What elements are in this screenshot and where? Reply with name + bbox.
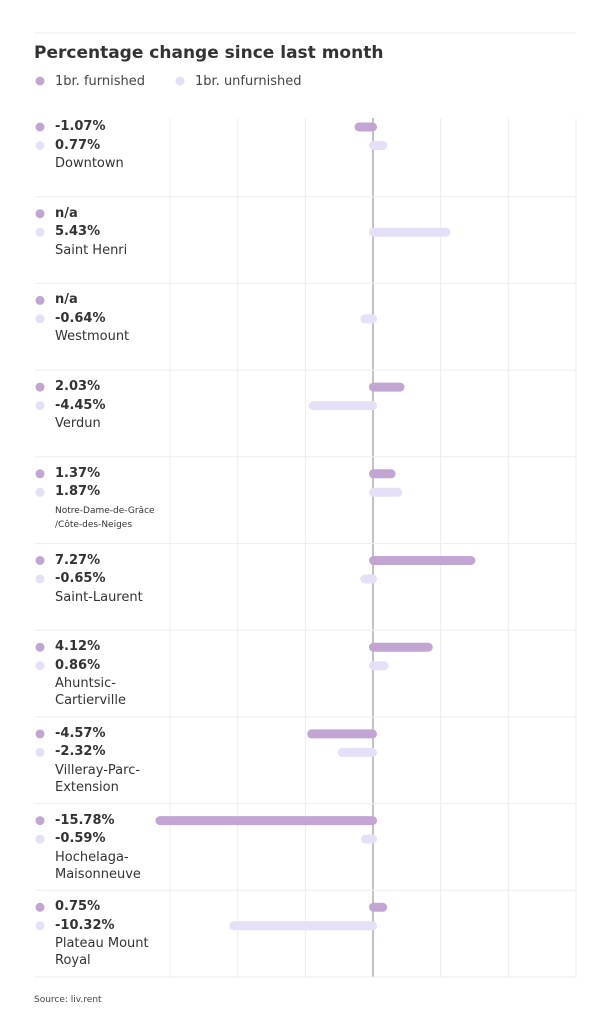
bar <box>369 487 403 497</box>
value-label: -4.45% <box>55 397 106 413</box>
bar <box>361 834 377 844</box>
category-label: Downtown <box>55 156 124 171</box>
bar <box>155 816 377 826</box>
value-label: -4.57% <box>55 725 106 741</box>
bar <box>369 469 396 479</box>
row-marker <box>35 642 45 652</box>
row-marker <box>35 816 45 826</box>
row-marker <box>35 921 45 931</box>
row-marker <box>35 729 45 739</box>
category-label: Westmount <box>55 329 130 345</box>
row-marker <box>35 314 45 324</box>
bar <box>360 574 377 584</box>
value-label: 1.37% <box>55 465 101 481</box>
row-marker <box>35 469 45 479</box>
bar <box>369 661 389 671</box>
row-marker <box>35 747 45 757</box>
row-marker <box>35 556 45 565</box>
bar <box>369 642 433 652</box>
value-label: -15.78% <box>55 812 115 828</box>
row-marker <box>35 834 45 844</box>
legend-label: 1br. unfurnished <box>195 74 302 89</box>
legend-marker <box>35 76 45 86</box>
category-label: Saint Henri <box>55 242 128 258</box>
bar <box>308 401 377 411</box>
row-marker <box>35 382 45 392</box>
category-label: Notre-Dame-de-Grâce /Côte-des-Neiges <box>55 505 155 530</box>
legend-label: 1br. furnished <box>55 74 145 89</box>
category-label: Ahuntsic-Cartierville <box>55 676 126 709</box>
category-label: Saint-Laurent <box>55 589 143 605</box>
value-label: 0.86% <box>55 657 101 673</box>
category-label: Verdun <box>55 416 101 432</box>
value-label: -10.32% <box>55 917 115 933</box>
value-label: 2.03% <box>55 379 101 395</box>
legend-marker <box>175 76 185 86</box>
row-marker <box>35 295 45 305</box>
bar <box>369 556 476 565</box>
value-label: -1.07% <box>55 119 106 134</box>
row-marker <box>35 902 45 912</box>
bar <box>369 902 388 912</box>
bar <box>337 747 377 757</box>
row-marker <box>35 209 45 219</box>
value-label: n/a <box>55 292 78 308</box>
value-label: -0.64% <box>55 310 106 326</box>
bar <box>369 382 405 392</box>
category-label: Plateau Mount Royal <box>55 936 149 969</box>
value-label: 0.75% <box>55 899 101 915</box>
bar <box>369 141 388 150</box>
category-label: Villeray-Parc-Extension <box>55 762 141 795</box>
row-marker <box>35 487 45 497</box>
category-label: Hochelaga-Maisonneuve <box>55 849 141 882</box>
value-label: -2.32% <box>55 744 106 760</box>
value-label: 4.12% <box>55 639 101 655</box>
value-label: 1.87% <box>55 484 101 500</box>
row-marker <box>35 574 45 584</box>
bar <box>354 122 377 132</box>
row-marker <box>35 141 45 150</box>
row-marker <box>35 401 45 411</box>
value-label: -0.65% <box>55 571 106 586</box>
value-label: 5.43% <box>55 224 101 240</box>
row-marker <box>35 227 45 237</box>
row-marker <box>35 661 45 671</box>
row-marker <box>35 122 45 132</box>
bar <box>369 227 451 237</box>
value-label: 0.77% <box>55 137 101 153</box>
value-label: -0.59% <box>55 831 106 847</box>
source: Source: liv.rent <box>34 995 102 1005</box>
chart-title: Percentage change since last month <box>34 43 384 63</box>
value-label: n/a <box>55 205 78 221</box>
bar <box>229 921 377 931</box>
bar <box>307 729 377 739</box>
value-label: 7.27% <box>55 552 101 568</box>
bar <box>360 314 377 324</box>
